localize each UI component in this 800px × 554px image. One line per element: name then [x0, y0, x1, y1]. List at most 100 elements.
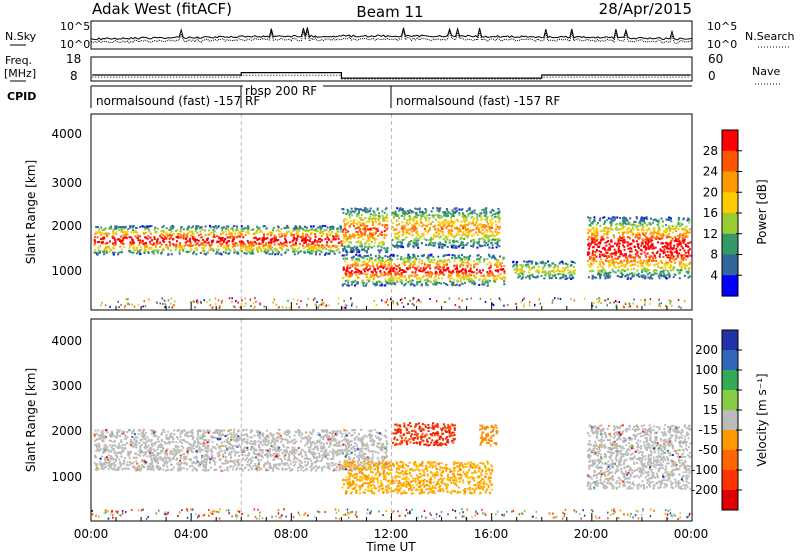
range-gate-cell [139, 239, 142, 242]
range-gate-cell [231, 446, 234, 449]
range-gate-cell [111, 242, 114, 245]
range-gate-cell [349, 237, 352, 240]
range-gate-cell [347, 245, 350, 248]
range-gate-cell [343, 241, 346, 244]
range-gate-cell [404, 263, 406, 266]
range-gate-cell [167, 247, 170, 250]
range-gate-cell [419, 221, 422, 224]
range-gate-cell [359, 222, 362, 225]
range-gate-cell [619, 249, 622, 252]
range-gate-cell [163, 240, 165, 243]
range-gate-cell [417, 265, 420, 268]
range-gate-cell [453, 264, 456, 267]
range-gate-cell [601, 261, 604, 263]
range-gate-cell [483, 208, 486, 211]
noise-cell [396, 301, 398, 304]
range-gate-cell [466, 242, 469, 245]
range-gate-cell [413, 255, 416, 258]
range-gate-cell [486, 263, 489, 266]
range-gate-cell [342, 249, 345, 252]
range-gate-cell [488, 239, 491, 241]
range-gate-cell [419, 219, 422, 222]
range-gate-cell [596, 221, 599, 224]
range-gate-cell [139, 249, 142, 252]
range-gate-cell [332, 238, 335, 241]
range-gate-cell [137, 250, 140, 253]
noise-cell [162, 302, 164, 305]
range-gate-cell [209, 458, 212, 461]
noise-cell [165, 304, 167, 307]
range-gate-cell [372, 274, 375, 277]
range-gate-cell [285, 232, 288, 235]
range-gate-cell [350, 256, 353, 259]
range-gate-cell [376, 227, 379, 230]
range-gate-cell [301, 228, 304, 231]
range-gate-cell [337, 237, 340, 240]
range-gate-cell [650, 259, 653, 262]
range-gate-cell [647, 269, 650, 272]
range-gate-cell [612, 263, 615, 266]
noise-cell [101, 301, 103, 304]
range-gate-cell [443, 223, 446, 226]
range-gate-cell [612, 234, 615, 237]
noise-cell [129, 303, 131, 306]
range-gate-cell [199, 230, 202, 233]
range-gate-cell [220, 237, 222, 240]
range-gate-cell [587, 263, 590, 266]
range-gate-cell [403, 215, 406, 218]
range-gate-cell [415, 215, 418, 218]
range-gate-cell [477, 224, 480, 227]
range-gate-cell [571, 261, 574, 263]
range-gate-cell [370, 233, 373, 235]
range-gate-cell [467, 278, 470, 281]
range-gate-cell [523, 260, 526, 263]
range-gate-cell [666, 256, 669, 259]
noise-cell [125, 298, 127, 300]
range-gate-cell [401, 208, 404, 210]
noise-cell [147, 297, 150, 300]
noise-cell [529, 301, 531, 304]
range-gate-cell [277, 229, 280, 232]
range-gate-cell [369, 207, 372, 210]
range-gate-cell [450, 228, 453, 231]
range-gate-cell [459, 278, 462, 281]
nsearch-label: N.Search [745, 30, 795, 43]
range-gate-cell [589, 270, 592, 273]
range-gate-cell [105, 248, 108, 251]
range-gate-cell [423, 212, 426, 215]
range-gate-cell [195, 227, 198, 230]
range-gate-cell [450, 234, 453, 237]
range-gate-cell [570, 260, 573, 263]
noise-cell [615, 306, 617, 308]
range-gate-cell [180, 462, 183, 465]
range-gate-cell [357, 225, 360, 228]
range-gate-cell [188, 230, 191, 233]
range-gate-cell [626, 258, 629, 261]
range-gate-cell [278, 462, 281, 465]
range-gate-cell [613, 262, 615, 265]
noise-cell [559, 297, 562, 300]
range-gate-cell [344, 279, 347, 282]
range-gate-cell [386, 247, 389, 250]
range-gate-cell [589, 217, 592, 220]
range-gate-cell [678, 277, 681, 280]
range-gate-cell [262, 241, 264, 244]
range-gate-cell [265, 244, 268, 247]
range-gate-cell [668, 228, 671, 230]
range-gate-cell [683, 274, 686, 277]
range-gate-cell [597, 245, 599, 248]
range-gate-cell [169, 226, 172, 229]
range-gate-cell [647, 276, 650, 279]
range-gate-cell [243, 433, 245, 436]
range-gate-cell [656, 232, 659, 235]
range-gate-cell [588, 247, 590, 250]
range-gate-cell [384, 451, 387, 454]
range-gate-cell [306, 249, 309, 252]
range-gate-cell [432, 244, 435, 247]
range-gate-cell [117, 253, 119, 256]
range-gate-cell [416, 281, 418, 284]
range-gate-cell [559, 272, 562, 275]
range-gate-cell [635, 226, 638, 229]
range-gate-cell [333, 252, 336, 255]
range-gate-cell [408, 221, 411, 224]
